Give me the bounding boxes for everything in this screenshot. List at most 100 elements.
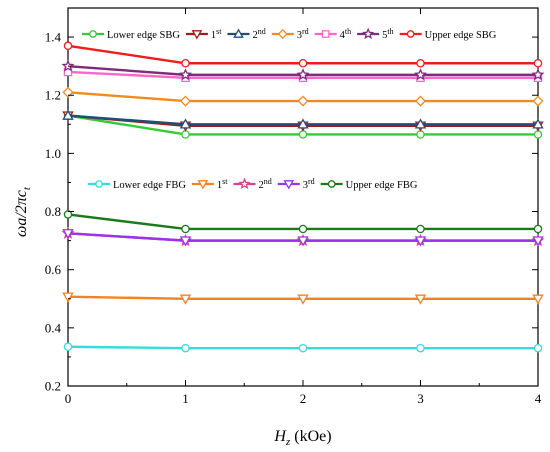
legend-fbg: Lower edge FBG 1st 2nd 3rd Upper edge FBG bbox=[88, 177, 418, 191]
x-tick-label: 3 bbox=[417, 391, 424, 406]
data-point bbox=[62, 86, 74, 98]
data-point bbox=[297, 118, 309, 129]
legend-entry: Lower edge FBG bbox=[88, 180, 186, 191]
y-axis-title: ωa/2πct bbox=[13, 186, 33, 237]
legend-label: 2nd bbox=[259, 177, 272, 191]
legend-entry: 5th bbox=[357, 27, 394, 41]
legend-swatch-marker bbox=[277, 28, 288, 40]
data-point bbox=[532, 118, 544, 129]
legend-sbg: Lower edge SBG 1st 2nd 3rd 4th 5th Upper edge … bbox=[82, 27, 497, 41]
x-tick-label: 2 bbox=[300, 391, 307, 406]
series-2 bbox=[62, 109, 544, 129]
y-tick-label: 1.2 bbox=[45, 88, 61, 103]
data-point bbox=[414, 118, 427, 129]
x-axis-title: Hz (kOe) bbox=[273, 428, 331, 448]
data-point bbox=[532, 95, 544, 107]
x-axis-title-sub: z bbox=[285, 436, 291, 448]
data-point bbox=[179, 294, 192, 305]
data-point bbox=[298, 224, 308, 234]
legend-label: 3rd bbox=[303, 177, 315, 191]
legend-entry: 1st bbox=[191, 177, 228, 191]
data-point bbox=[297, 236, 309, 247]
legend-entry: Upper edge FBG bbox=[320, 180, 418, 191]
data-point bbox=[62, 109, 74, 120]
legend-label: Lower edge SBG bbox=[107, 30, 180, 41]
data-point bbox=[414, 294, 427, 305]
data-point bbox=[414, 68, 427, 81]
y-axis-title-sub: t bbox=[21, 186, 33, 190]
legend-label: 4th bbox=[340, 27, 351, 41]
data-point bbox=[532, 294, 544, 305]
y-tick-label: 0.6 bbox=[45, 262, 62, 277]
legend-swatch-marker bbox=[89, 30, 97, 38]
legend-entry: Lower edge SBG bbox=[82, 30, 180, 41]
data-point bbox=[533, 58, 543, 68]
legend-swatch-marker bbox=[191, 30, 203, 40]
legend-label: Upper edge SBG bbox=[425, 30, 497, 41]
legend-swatch-marker bbox=[95, 180, 103, 188]
data-point bbox=[531, 68, 545, 81]
x-axis-title-main: H bbox=[273, 428, 287, 445]
legend-swatch-marker bbox=[362, 27, 375, 40]
x-tick-label: 1 bbox=[182, 391, 189, 406]
data-point bbox=[181, 130, 190, 139]
x-axis-title-unit: (kOe) bbox=[290, 428, 331, 445]
data-point bbox=[179, 95, 192, 107]
y-axis-title-main: ωa/2πc bbox=[13, 190, 30, 237]
legend-entry: 3rd bbox=[271, 27, 309, 41]
data-point bbox=[533, 130, 543, 139]
legend-entry: 1st bbox=[185, 27, 222, 41]
legend-layer: Lower edge SBG 1st 2nd 3rd 4th 5th Upper edge … bbox=[82, 27, 497, 191]
data-point bbox=[414, 95, 427, 107]
data-point bbox=[63, 41, 73, 51]
legend-entry: 2nd bbox=[227, 27, 266, 41]
legend-label: 5th bbox=[382, 27, 393, 41]
data-point bbox=[181, 224, 190, 234]
legend-swatch-marker bbox=[321, 30, 330, 38]
data-point bbox=[416, 130, 425, 139]
legend-entry: Upper edge SBG bbox=[399, 30, 497, 41]
data-point bbox=[298, 130, 308, 139]
data-point bbox=[179, 68, 192, 81]
series-6 bbox=[63, 41, 543, 68]
data-point bbox=[298, 343, 308, 353]
data-point bbox=[181, 343, 190, 353]
series-10 bbox=[62, 229, 544, 247]
data-point bbox=[179, 118, 192, 129]
legend-swatch-marker bbox=[283, 180, 295, 190]
legend-entry: 2nd bbox=[233, 177, 272, 191]
data-point bbox=[63, 210, 73, 219]
series-layer bbox=[61, 41, 545, 353]
data-point bbox=[416, 224, 425, 234]
data-point bbox=[296, 68, 310, 81]
y-tick-label: 0.2 bbox=[45, 379, 61, 394]
legend-swatch-marker bbox=[238, 177, 251, 190]
data-point bbox=[63, 342, 73, 351]
y-tick-label: 0.4 bbox=[45, 320, 62, 335]
legend-label: 3rd bbox=[297, 27, 309, 41]
legend-label: 1st bbox=[211, 27, 222, 41]
data-point bbox=[181, 58, 190, 68]
series-8 bbox=[62, 292, 544, 305]
data-point bbox=[532, 236, 544, 247]
series-11 bbox=[63, 210, 543, 234]
data-point bbox=[297, 294, 309, 305]
series-7 bbox=[63, 342, 543, 353]
data-point bbox=[62, 292, 74, 303]
data-point bbox=[414, 236, 427, 247]
x-tick-label: 0 bbox=[65, 391, 72, 406]
data-point bbox=[416, 343, 425, 353]
legend-swatch-marker bbox=[197, 180, 209, 190]
y-tick-label: 1.4 bbox=[45, 30, 62, 45]
y-tick-label: 0.8 bbox=[45, 204, 61, 219]
data-point bbox=[533, 343, 543, 353]
data-point bbox=[62, 229, 74, 240]
data-point bbox=[179, 236, 192, 247]
x-tick-label: 4 bbox=[535, 391, 542, 406]
legend-label: Upper edge FBG bbox=[346, 180, 418, 191]
series-3 bbox=[62, 86, 544, 107]
series-5 bbox=[61, 59, 545, 81]
data-point bbox=[533, 224, 543, 234]
axes: 0 1 2 3 4 0.2 0.4 0.6 0.8 1.0 1.2 1.4 bbox=[45, 8, 542, 406]
